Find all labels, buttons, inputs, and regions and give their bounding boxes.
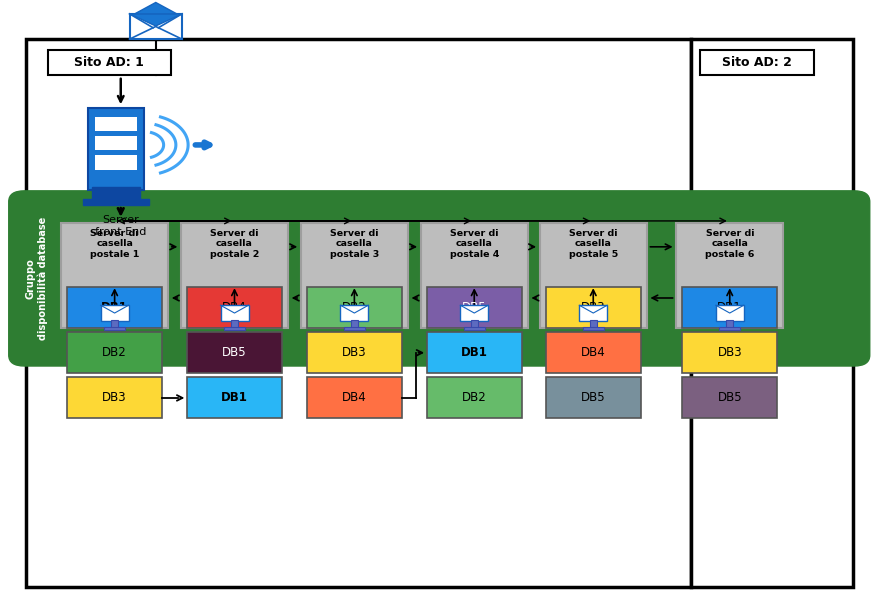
Bar (130, 14, 182, 39)
Text: Server di
casella
postale 5: Server di casella postale 5 (569, 229, 618, 259)
Bar (301, 223, 408, 328)
Bar (95, 136, 136, 150)
Bar (421, 223, 528, 328)
Bar (546, 287, 640, 328)
Bar (307, 332, 402, 373)
Bar (540, 223, 647, 328)
Bar (427, 287, 522, 328)
Bar (92, 187, 140, 200)
Text: DB3: DB3 (718, 346, 742, 359)
Bar (716, 305, 744, 321)
Bar (340, 305, 368, 321)
Text: DB3: DB3 (342, 346, 367, 359)
Text: Server
front End: Server front End (95, 215, 146, 237)
Bar (546, 332, 640, 373)
Text: DB5: DB5 (222, 346, 247, 359)
Text: Server di
casella
postale 4: Server di casella postale 4 (450, 229, 499, 259)
Bar (700, 50, 814, 75)
Text: DB1: DB1 (102, 301, 128, 314)
Bar (427, 332, 522, 373)
Bar (691, 39, 853, 587)
Bar (427, 377, 522, 418)
Text: DB5: DB5 (462, 301, 486, 314)
Bar (95, 155, 136, 170)
Bar (101, 305, 129, 321)
Text: DB5: DB5 (581, 391, 605, 405)
Bar (682, 377, 777, 418)
Text: DB5: DB5 (718, 391, 742, 405)
Bar (88, 108, 144, 190)
Text: DB1: DB1 (718, 301, 742, 314)
Bar (224, 327, 245, 330)
Bar (67, 287, 162, 328)
Polygon shape (130, 14, 182, 26)
Text: DB1: DB1 (221, 391, 248, 405)
Text: DB2: DB2 (102, 346, 127, 359)
Bar (351, 320, 358, 328)
Bar (546, 377, 640, 418)
Bar (307, 287, 402, 328)
Text: Server di
casella
postale 1: Server di casella postale 1 (90, 229, 139, 259)
Bar (61, 223, 168, 328)
Text: DB3: DB3 (102, 391, 127, 405)
Text: Server di
casella
postale 3: Server di casella postale 3 (330, 229, 379, 259)
Bar (48, 50, 171, 75)
Polygon shape (135, 2, 177, 14)
Bar (344, 327, 365, 330)
Text: Sito AD: 2: Sito AD: 2 (722, 56, 792, 69)
Bar (187, 377, 282, 418)
Bar (67, 332, 162, 373)
Bar (104, 327, 125, 330)
Bar (590, 320, 597, 328)
Bar (676, 223, 783, 328)
Text: DB2: DB2 (342, 301, 367, 314)
Bar (471, 320, 478, 328)
Bar (579, 305, 607, 321)
Text: Gruppo
disponibilità database: Gruppo disponibilità database (25, 217, 48, 340)
Text: Sito AD: 1: Sito AD: 1 (74, 56, 144, 69)
Bar (583, 327, 604, 330)
Text: Server di
casella
postale 6: Server di casella postale 6 (705, 229, 754, 259)
Bar (83, 199, 149, 205)
Bar (464, 327, 485, 330)
Bar (231, 320, 238, 328)
Bar (111, 320, 118, 328)
Text: DB1: DB1 (461, 346, 487, 359)
Bar (187, 332, 282, 373)
Bar (95, 117, 136, 131)
Bar (682, 332, 777, 373)
Bar (307, 377, 402, 418)
Bar (719, 327, 740, 330)
Text: DB3: DB3 (581, 301, 605, 314)
Text: DB4: DB4 (342, 391, 367, 405)
Bar (726, 320, 733, 328)
Bar (26, 39, 691, 587)
Bar (181, 223, 288, 328)
FancyBboxPatch shape (9, 191, 870, 366)
Text: DB2: DB2 (462, 391, 486, 405)
Bar (187, 287, 282, 328)
Text: DB4: DB4 (581, 346, 605, 359)
Bar (682, 287, 777, 328)
Bar (460, 305, 488, 321)
Text: DB4: DB4 (222, 301, 247, 314)
Bar (67, 377, 162, 418)
Text: Server di
casella
postale 2: Server di casella postale 2 (210, 229, 259, 259)
Bar (220, 305, 248, 321)
